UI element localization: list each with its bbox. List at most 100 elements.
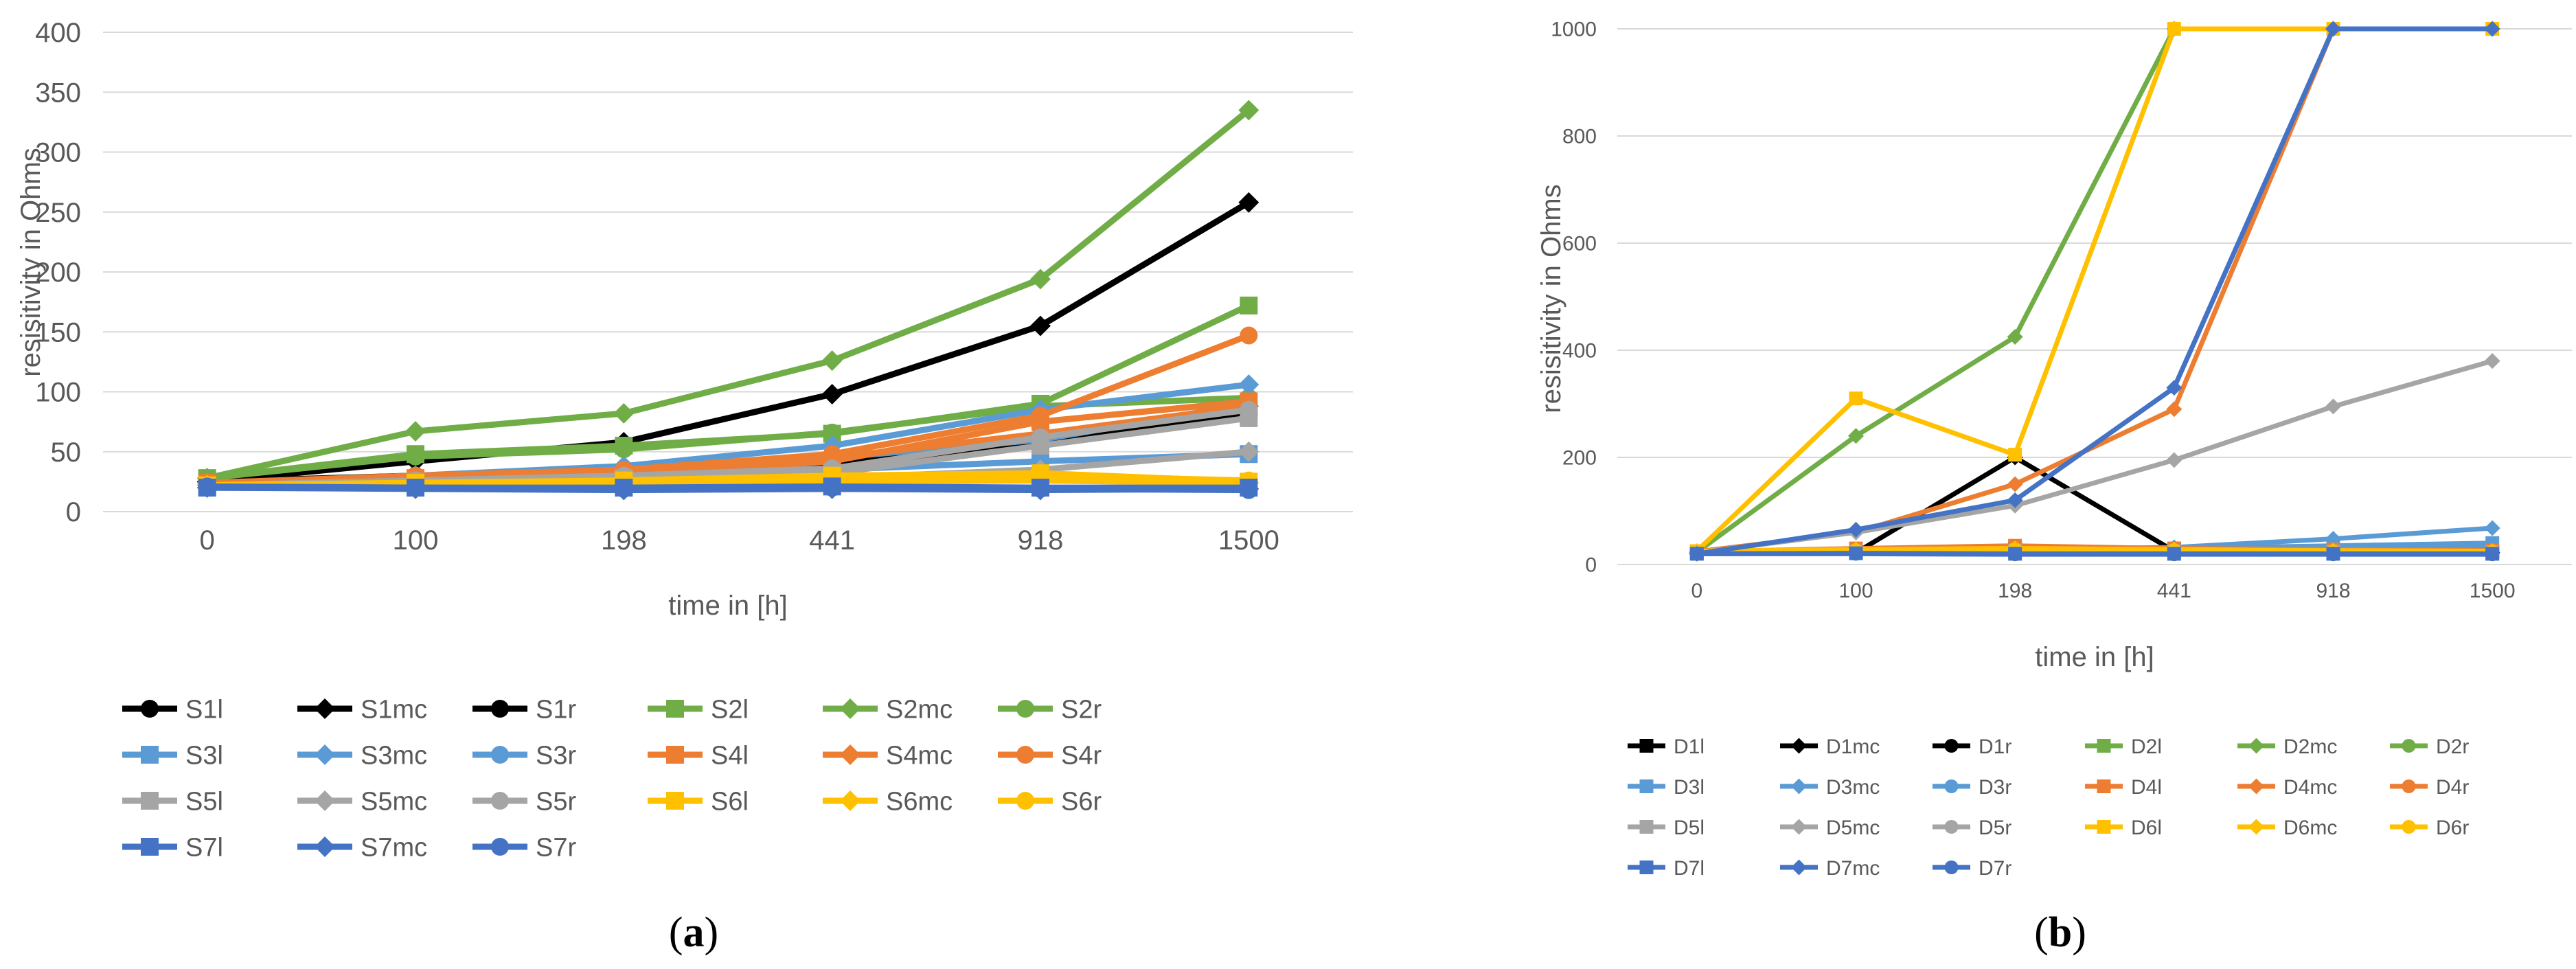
chart-a-series bbox=[196, 100, 1259, 501]
chart-b-ytick: 400 bbox=[1562, 340, 1597, 363]
point-D7r bbox=[1689, 547, 1704, 561]
series-line-S2mc bbox=[206, 107, 1251, 481]
legend-label: S6r bbox=[1061, 788, 1102, 817]
point-S7r bbox=[823, 479, 841, 497]
legend-swatch-marker bbox=[2097, 820, 2111, 834]
legend-label: D2mc bbox=[2283, 736, 2337, 758]
chart-a-ytick: 100 bbox=[35, 378, 81, 408]
legend-swatch-marker bbox=[2097, 779, 2111, 793]
chart-b-ytick: 0 bbox=[1585, 554, 1597, 577]
point-D4mc bbox=[2007, 476, 2023, 492]
legend-swatch-marker bbox=[315, 836, 335, 857]
point-S1mc bbox=[821, 384, 843, 404]
chart-b-ytick: 800 bbox=[1562, 126, 1597, 148]
legend-item-D4mc: D4mc bbox=[2237, 776, 2337, 799]
series-line-D2mc bbox=[1695, 26, 2493, 554]
chart-a-xtick: 918 bbox=[1018, 525, 1064, 556]
legend-item-S2r: S2r bbox=[998, 696, 1102, 725]
chart-a-ytick: 150 bbox=[35, 317, 81, 347]
point-D7mc bbox=[2325, 21, 2341, 37]
legend-swatch-marker bbox=[1639, 739, 1654, 753]
series-line-S6r bbox=[207, 472, 1249, 489]
series-line-S4r bbox=[207, 332, 1250, 486]
legend-swatch-marker bbox=[1944, 779, 1959, 793]
point-D2mc bbox=[1848, 428, 1864, 444]
chart-a-ytick: 200 bbox=[35, 258, 81, 288]
point-S1mc bbox=[1030, 315, 1051, 337]
point-S2mc bbox=[613, 402, 635, 424]
legend-item-D7r: D7r bbox=[1933, 857, 2011, 880]
chart-a-ytick: 350 bbox=[35, 78, 81, 108]
legend-item-S7r: S7r bbox=[472, 834, 576, 863]
point-D7mc bbox=[2007, 492, 2023, 508]
chart-a-ytick: 400 bbox=[35, 18, 81, 48]
chart-b-ylabel: resisitivity in Ohms bbox=[1536, 184, 1566, 413]
legend-swatch-marker bbox=[1016, 792, 1034, 810]
point-D7r bbox=[2485, 547, 2500, 562]
legend-label: D4l bbox=[2131, 776, 2162, 799]
legend-label: D6mc bbox=[2283, 817, 2337, 839]
legend-label: S6mc bbox=[886, 788, 953, 817]
point-S5mc bbox=[1238, 441, 1259, 462]
legend-swatch-marker bbox=[2402, 739, 2416, 753]
chart-a: 0 50 100 150 200 250 300 350 400 0 100 198 441 918 150… bbox=[16, 18, 1353, 956]
legend-swatch-marker bbox=[491, 746, 509, 764]
legend-swatch-marker bbox=[666, 700, 684, 718]
point-D6l bbox=[2167, 22, 2181, 36]
legend-label: D3mc bbox=[1826, 776, 1880, 799]
legend-label: S2r bbox=[1061, 696, 1102, 725]
legend-swatch-marker bbox=[315, 744, 335, 765]
legend-item-D5r: D5r bbox=[1933, 817, 2011, 839]
point-S1mc bbox=[1238, 192, 1259, 213]
legend-swatch-marker bbox=[1639, 860, 1654, 874]
chart-b-ytick: 1000 bbox=[1551, 19, 1597, 41]
point-D2mc bbox=[2007, 329, 2023, 345]
chart-b-ytick: 600 bbox=[1562, 233, 1597, 255]
legend-swatch-marker bbox=[1944, 820, 1959, 834]
legend-swatch-marker bbox=[2248, 819, 2264, 835]
chart-a-ylabel: resisitivity in Ohms bbox=[16, 148, 46, 376]
point-S2r bbox=[823, 423, 841, 442]
chart-a-xtick: 0 bbox=[200, 525, 215, 556]
chart-a-xlabel: time in [h] bbox=[668, 591, 787, 621]
legend-label: S1mc bbox=[361, 696, 427, 725]
legend-swatch-marker bbox=[141, 792, 159, 810]
legend-item-D6r: D6r bbox=[2390, 817, 2469, 839]
point-D5mc bbox=[2325, 398, 2341, 415]
legend-item-S5l: S5l bbox=[122, 788, 223, 817]
legend-swatch-marker bbox=[666, 746, 684, 764]
point-D5mc bbox=[2484, 353, 2500, 369]
legend-item-S3l: S3l bbox=[122, 742, 223, 771]
legend-item-S1r: S1r bbox=[472, 696, 576, 725]
point-D7mc bbox=[1848, 521, 1864, 538]
legend-swatch-marker bbox=[1791, 738, 1807, 754]
point-S2l bbox=[1240, 296, 1258, 315]
chart-a-legend: S1l S1mc S1r S2l S2mc S2r S3l S3mc S3r S4l S4mc S4r… bbox=[122, 696, 1102, 863]
legend-label: S5r bbox=[536, 788, 576, 817]
chart-a-xtick: 441 bbox=[809, 525, 855, 556]
legend-label: D5l bbox=[1674, 817, 1705, 839]
series-line-D4mc bbox=[1696, 26, 2493, 554]
legend-item-D2r: D2r bbox=[2390, 736, 2469, 758]
legend-swatch-marker bbox=[141, 838, 159, 856]
legend-item-S6mc: S6mc bbox=[823, 788, 953, 817]
legend-label: D3l bbox=[1674, 776, 1705, 799]
legend-label: S3r bbox=[536, 742, 576, 771]
legend-label: D2r bbox=[2436, 736, 2469, 758]
legend-item-S4mc: S4mc bbox=[823, 742, 953, 771]
legend-label: D6r bbox=[2436, 817, 2469, 839]
chart-b-xtick: 441 bbox=[2157, 580, 2191, 602]
legend-item-S7mc: S7mc bbox=[297, 834, 427, 863]
legend-label: S2l bbox=[711, 696, 749, 725]
legend-swatch-marker bbox=[1791, 859, 1807, 876]
legend-item-D2mc: D2mc bbox=[2237, 736, 2337, 758]
legend-label: S4r bbox=[1061, 742, 1102, 771]
point-D6l bbox=[1849, 391, 1863, 406]
legend-item-S4r: S4r bbox=[998, 742, 1102, 771]
legend-swatch-marker bbox=[1944, 860, 1959, 874]
point-S2mc bbox=[1030, 269, 1051, 290]
legend-item-S3mc: S3mc bbox=[297, 742, 427, 771]
point-D7r bbox=[1849, 547, 1863, 561]
legend-label: S6l bbox=[711, 788, 749, 817]
legend-swatch-marker bbox=[840, 744, 860, 765]
